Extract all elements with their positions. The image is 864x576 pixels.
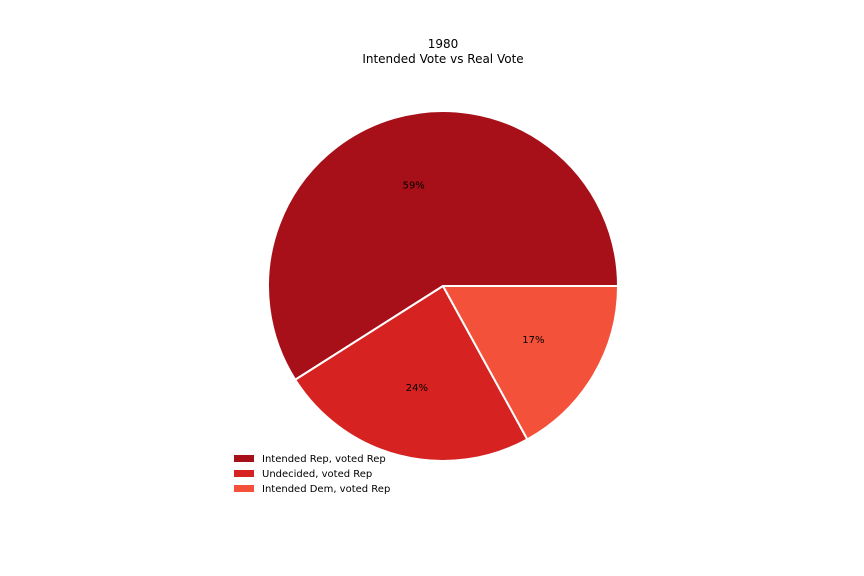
pie-slice-3 xyxy=(442,285,619,441)
pie-slice-label-3: 17% xyxy=(522,335,544,346)
pie-slice-1 xyxy=(267,110,619,381)
legend: Intended Rep, voted Rep Undecided, voted … xyxy=(234,454,390,495)
legend-label-2: Undecided, voted Rep xyxy=(262,469,372,480)
chart-title-year: 1980 xyxy=(428,37,459,51)
pie-slice-label-2: 24% xyxy=(406,383,428,394)
legend-label-1: Intended Rep, voted Rep xyxy=(262,454,386,465)
legend-swatch-3 xyxy=(234,485,254,492)
pie-slice-label-1: 59% xyxy=(403,181,425,192)
pie-slice-2 xyxy=(294,285,529,462)
legend-swatch-1 xyxy=(234,455,254,462)
legend-swatch-2 xyxy=(234,470,254,477)
pie-wedges xyxy=(267,110,619,462)
legend-label-3: Intended Dem, voted Rep xyxy=(262,484,390,495)
chart-title-subtitle: Intended Vote vs Real Vote xyxy=(362,52,523,66)
pie-percent-labels: 59% 24% 17% xyxy=(403,181,545,395)
